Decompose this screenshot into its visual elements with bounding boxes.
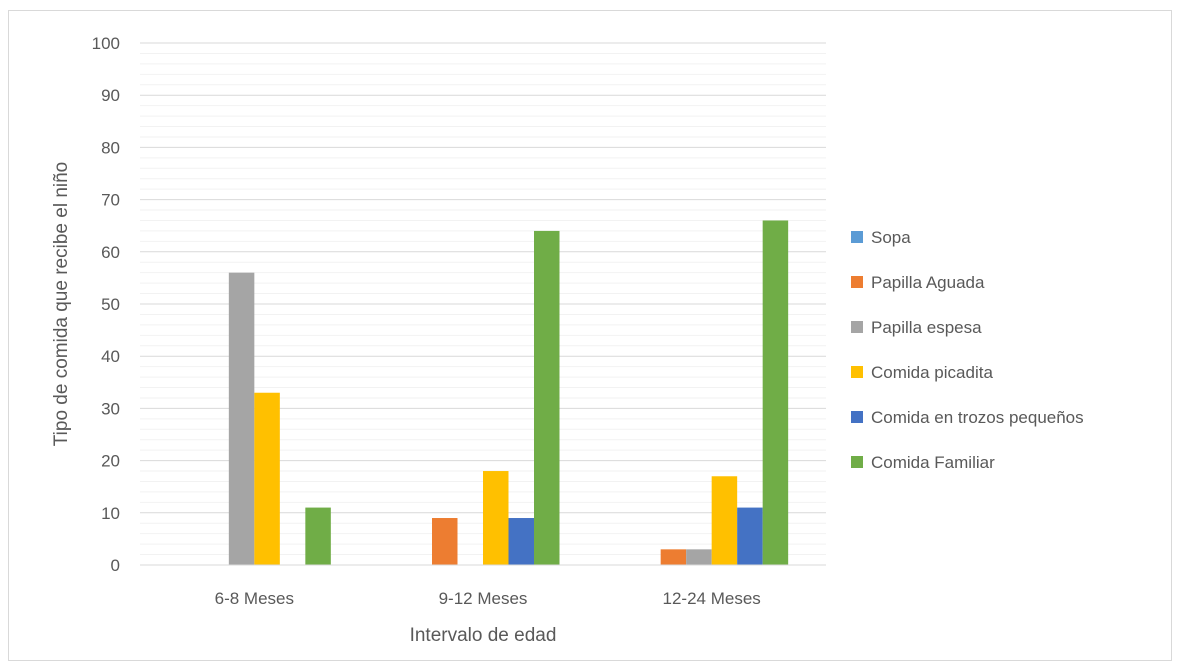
- y-tick-label: 10: [101, 504, 120, 523]
- y-tick-label: 30: [101, 399, 120, 418]
- bar: [483, 471, 509, 565]
- y-tick-label: 50: [101, 295, 120, 314]
- legend-label: Papilla espesa: [871, 318, 982, 337]
- bars: [228, 220, 789, 566]
- legend: Sopa Papilla Aguada Papilla espesa Comida p…: [851, 228, 1084, 472]
- bar: [660, 549, 687, 565]
- y-tick-label: 60: [101, 243, 120, 262]
- bar: [737, 507, 763, 565]
- x-axis-title: Intervalo de edad: [410, 625, 557, 646]
- legend-swatch: [851, 456, 863, 468]
- y-tick-label: 0: [111, 556, 120, 575]
- bar: [228, 272, 255, 565]
- y-tick-label: 20: [101, 452, 120, 471]
- legend-swatch: [851, 321, 863, 333]
- bar: [432, 518, 458, 565]
- legend-swatch: [851, 366, 863, 378]
- x-tick-label: 6-8 Meses: [215, 589, 294, 608]
- bar: [711, 476, 738, 565]
- bar: [534, 230, 560, 566]
- bar: [254, 392, 280, 565]
- y-tick-label: 70: [101, 191, 120, 210]
- legend-swatch: [851, 276, 863, 288]
- y-tick-label: 90: [101, 86, 120, 105]
- bar: [762, 220, 789, 566]
- x-tick-label: 12-24 Meses: [663, 589, 761, 608]
- legend-label: Papilla Aguada: [871, 273, 985, 292]
- legend-label: Comida Familiar: [871, 453, 995, 472]
- y-tick-label: 80: [101, 138, 120, 157]
- legend-label: Comida picadita: [871, 363, 993, 382]
- y-axis-title: Tipo de comida que recibe el niño: [51, 162, 72, 446]
- legend-swatch: [851, 231, 863, 243]
- y-axis-ticks: 0 10 20 30 40 50 60 70 80 90 100: [92, 34, 120, 575]
- legend-label: Sopa: [871, 228, 911, 247]
- legend-label: Comida en trozos pequeños: [871, 408, 1084, 427]
- legend-swatch: [851, 411, 863, 423]
- bar: [686, 549, 712, 565]
- y-tick-label: 40: [101, 347, 120, 366]
- x-axis-ticks: 6-8 Meses 9-12 Meses 12-24 Meses: [215, 589, 761, 608]
- y-tick-label: 100: [92, 34, 120, 53]
- bar: [508, 518, 534, 565]
- x-tick-label: 9-12 Meses: [439, 589, 528, 608]
- bar: [305, 507, 331, 565]
